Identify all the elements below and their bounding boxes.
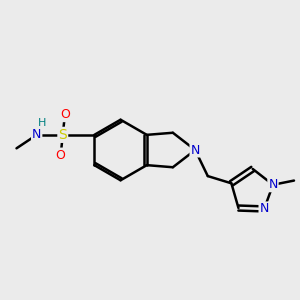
Text: N: N [260,202,269,215]
Text: N: N [190,143,200,157]
Text: N: N [32,128,41,141]
Text: N: N [268,178,278,191]
Text: S: S [58,128,67,142]
Text: H: H [38,118,46,128]
Text: O: O [56,148,66,161]
Text: O: O [60,108,70,121]
